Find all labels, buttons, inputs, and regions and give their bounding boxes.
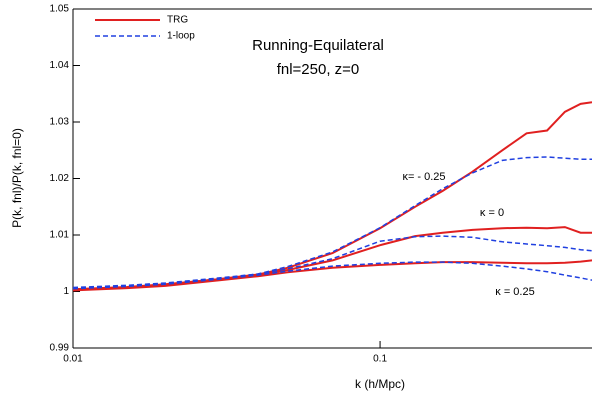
y-tick-label: 1.05	[50, 4, 70, 15]
y-tick-label: 1.04	[50, 60, 70, 71]
y-tick-label: 1	[63, 286, 69, 297]
annotation: κ= - 0.25	[402, 171, 445, 183]
x-tick-label: 0.01	[63, 354, 83, 365]
legend-label: 1-loop	[167, 31, 195, 42]
chart-title: Running-Equilateral	[252, 37, 384, 54]
series-line	[72, 101, 592, 291]
x-axis-label: k (h/Mpc)	[355, 377, 405, 391]
y-tick-label: 0.99	[50, 343, 70, 354]
legend-label: TRG	[167, 15, 188, 26]
series-line	[72, 226, 592, 291]
y-tick-label: 1.03	[50, 117, 70, 128]
annotation: κ = 0.25	[495, 286, 534, 298]
y-tick-label: 1.01	[50, 230, 70, 241]
series-line	[72, 261, 592, 290]
annotation: κ = 0	[480, 207, 504, 219]
series-line	[72, 235, 592, 289]
y-tick-label: 1.02	[50, 173, 70, 184]
x-tick-label: 0.1	[373, 354, 387, 365]
y-axis-label: P(k, fnl)/P(k, fnl=0)	[10, 128, 24, 228]
chart-subtitle: fnl=250, z=0	[277, 61, 360, 78]
series-line	[72, 259, 592, 292]
